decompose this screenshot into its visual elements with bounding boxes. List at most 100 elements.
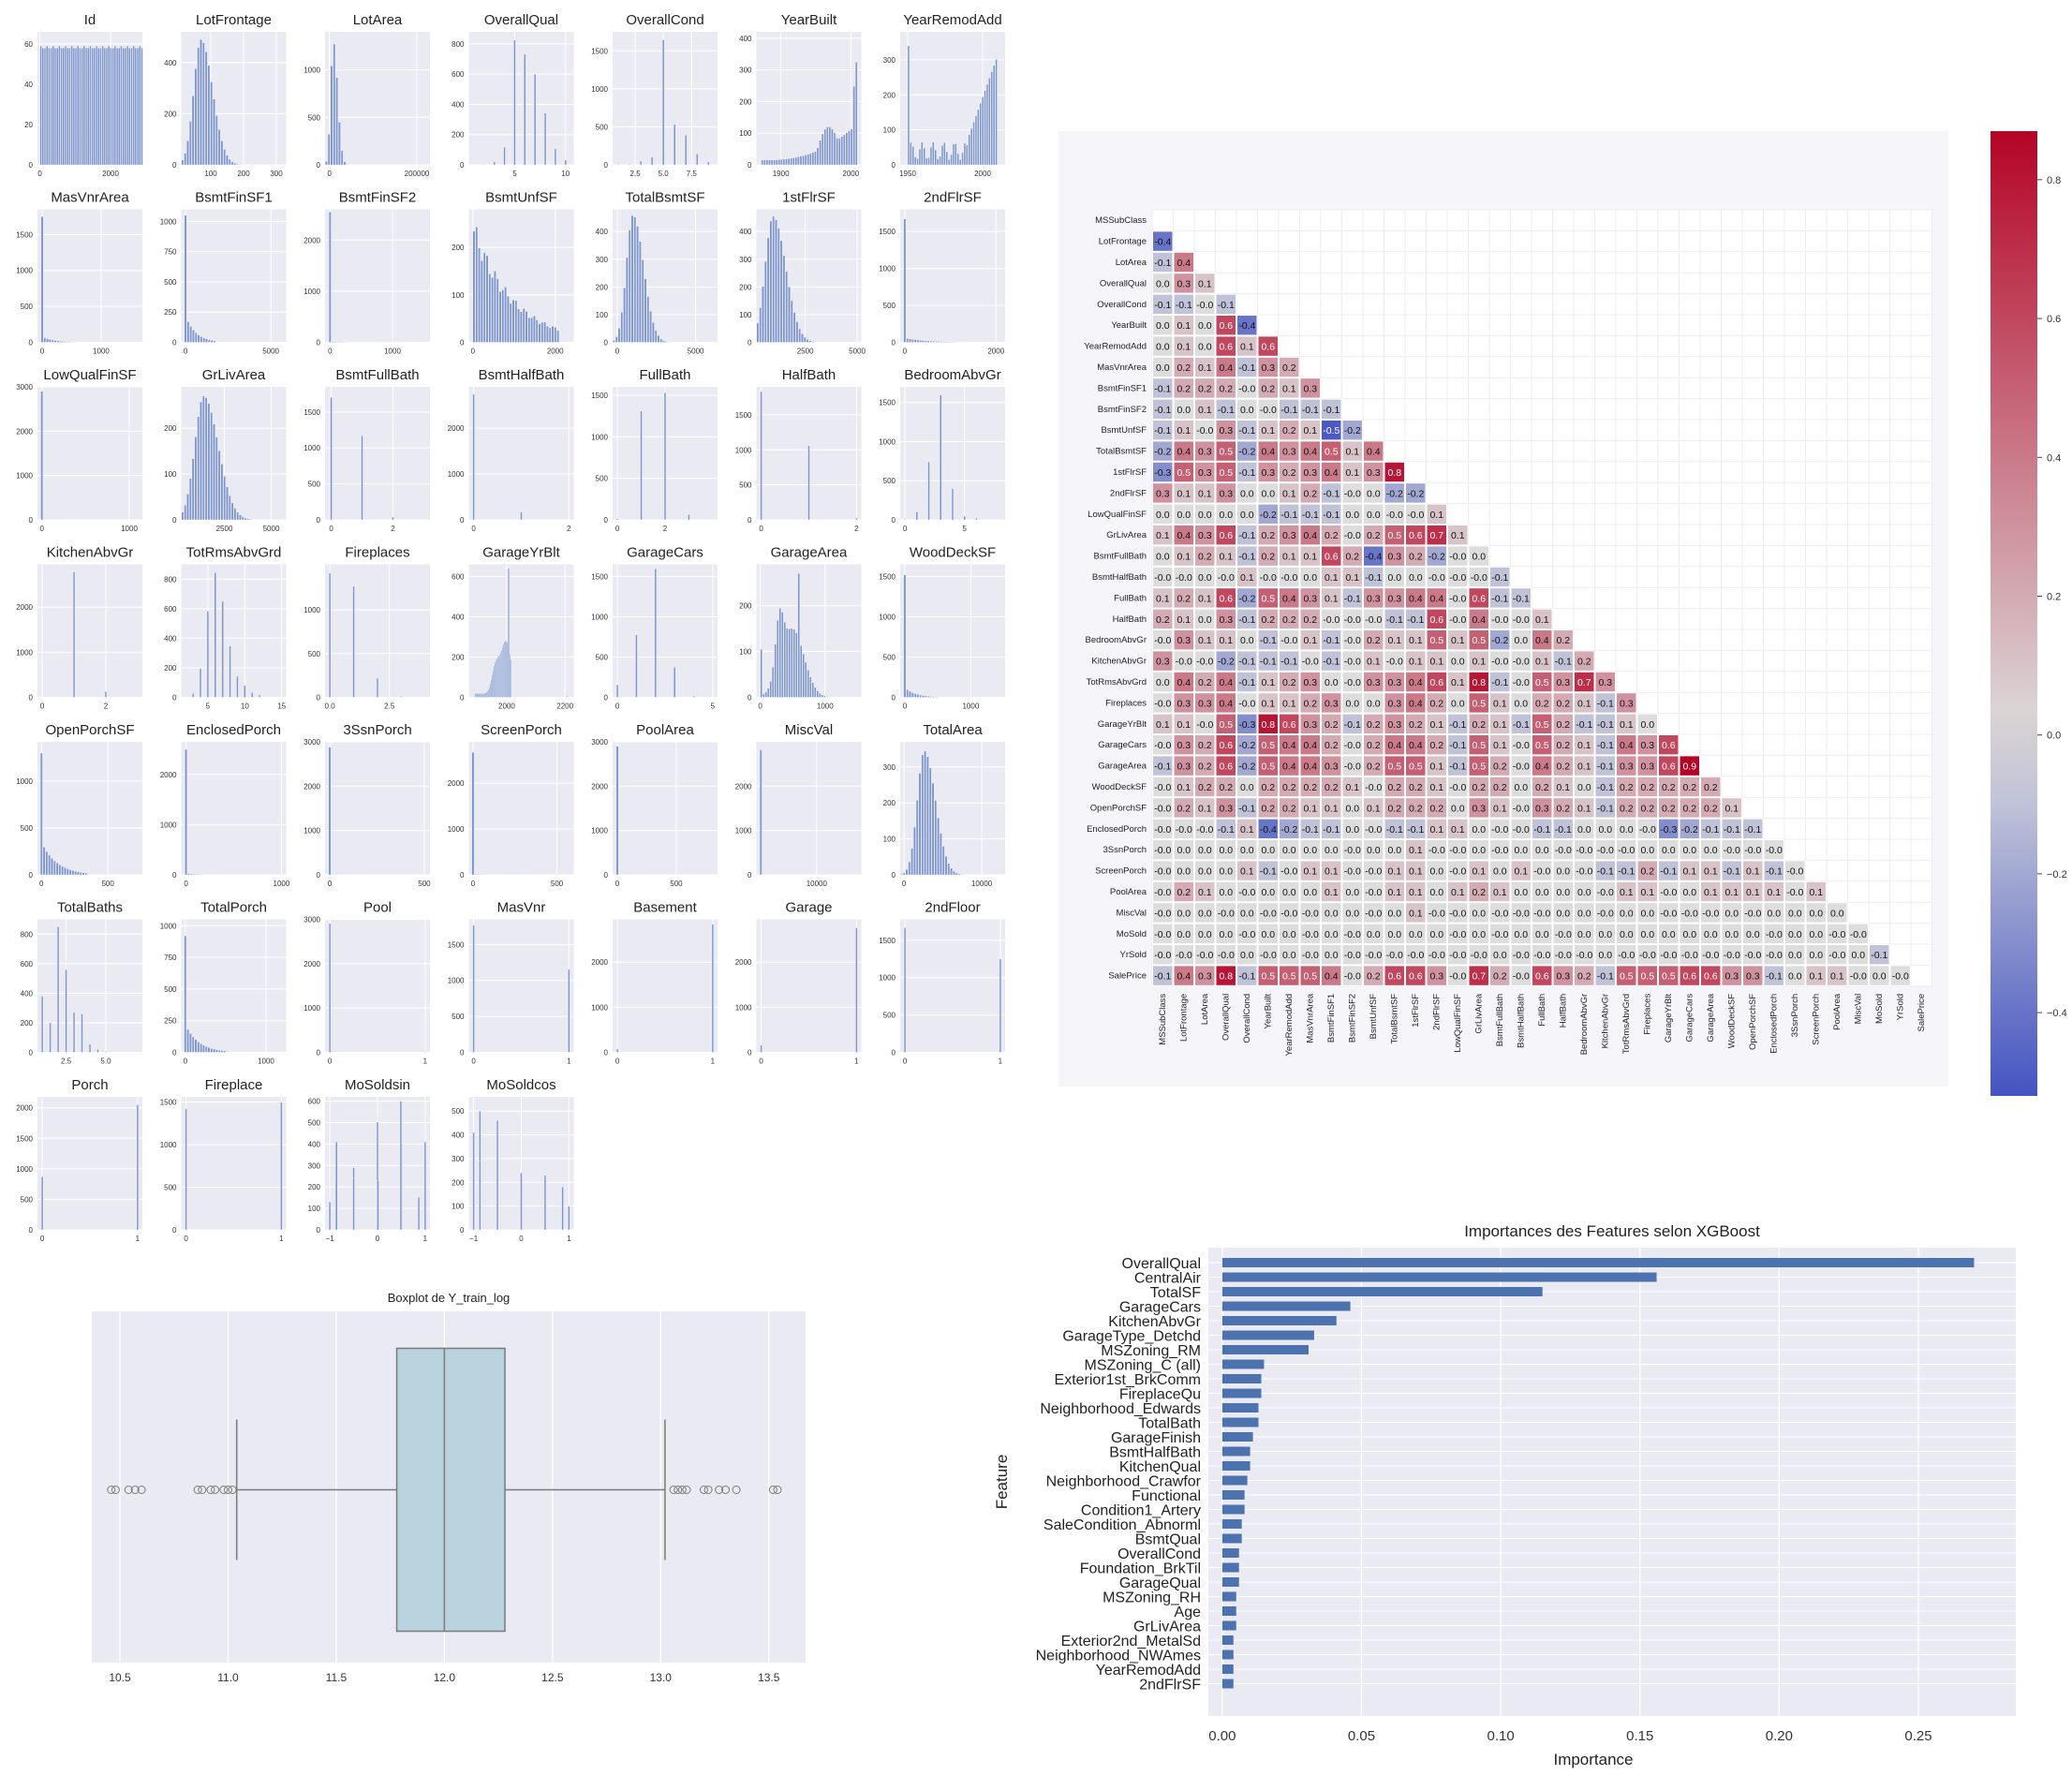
heatmap-cell-label: -0.1	[1513, 719, 1530, 731]
heatmap-col-label: TotalBsmtSF	[1390, 994, 1400, 1044]
y-tick-label: 1000	[879, 437, 895, 446]
hist-bar	[115, 48, 119, 166]
x-tick-label: 2000	[974, 170, 991, 178]
heatmap-cell-label: 0.2	[1261, 782, 1275, 793]
hist-bar	[331, 341, 334, 343]
heatmap-cell	[1489, 650, 1511, 672]
heatmap-cell	[1321, 650, 1342, 672]
heatmap-cell	[1257, 566, 1279, 588]
hist-bar	[214, 572, 216, 698]
importance-bar	[1221, 1577, 1239, 1587]
heatmap-cell-label: 0.1	[1345, 447, 1359, 458]
heatmap-cell-label: -0.0	[1491, 908, 1508, 919]
y-tick-label: 100	[596, 311, 609, 319]
heatmap-cell	[1215, 440, 1236, 462]
y-tick-label: 0	[172, 161, 177, 170]
x-tick-label: 5	[711, 703, 716, 711]
hist-bar	[921, 141, 924, 166]
heatmap-row-label: 2ndFlrSF	[1110, 488, 1147, 498]
hist-bar	[999, 958, 1001, 1053]
colorbar-tick-label: 0.8	[2047, 175, 2061, 186]
heatmap-cell-label: -0.0	[1302, 929, 1319, 940]
heatmap-cell	[1594, 692, 1616, 714]
heatmap-cell-label: 0.2	[1662, 782, 1676, 793]
hist-bar	[662, 39, 665, 166]
hist-plot-area	[756, 209, 862, 343]
hist-bar	[943, 142, 946, 166]
hist-bar	[764, 691, 767, 698]
heatmap-cell	[1532, 734, 1553, 756]
x-tick-label: 5.0	[659, 170, 670, 178]
heatmap-cell	[1257, 818, 1279, 839]
heatmap-cell-label: 0.4	[1219, 698, 1233, 709]
hist-plot-area	[613, 32, 718, 165]
importance-bar	[1221, 1258, 1975, 1267]
hist-bar	[472, 924, 475, 1053]
y-tick-label: 200	[451, 131, 465, 140]
heatmap-cell	[1236, 503, 1258, 525]
heatmap-cell	[1152, 776, 1174, 798]
y-tick-label: 2000	[591, 782, 608, 791]
heatmap-cell	[1236, 818, 1258, 839]
x-tick-label: 0	[184, 348, 188, 356]
y-tick-label: 400	[739, 228, 752, 236]
hist-bar	[77, 45, 80, 166]
hist-bar	[970, 127, 973, 166]
hist-bar	[217, 129, 221, 166]
heatmap-cell	[1321, 503, 1342, 525]
hist-plot-area	[613, 919, 718, 1053]
heatmap-cell-label: 0.1	[1177, 552, 1191, 563]
heatmap-cell-label: -0.1	[1154, 383, 1171, 394]
y-tick-label: 1000	[879, 974, 895, 983]
heatmap-cell	[1552, 671, 1574, 693]
hist-bar	[794, 156, 798, 166]
heatmap-cell-label: 0.2	[1620, 782, 1634, 793]
hist-bar	[392, 516, 394, 521]
heatmap-col-label: HalfBath	[1559, 994, 1569, 1028]
heatmap-cell-label: 0.1	[1325, 803, 1339, 814]
hist-bar	[72, 571, 76, 698]
x-tick-label: 0	[471, 348, 476, 356]
heatmap-col-label: OverallQual	[1221, 994, 1232, 1041]
heatmap-cell-label: -0.0	[1365, 866, 1382, 878]
heatmap-cell	[1426, 692, 1447, 714]
y-tick-label: 0	[604, 871, 609, 880]
heatmap-cell-label: -0.1	[1555, 824, 1572, 836]
heatmap-cell	[1173, 587, 1194, 609]
heatmap-col-label: BsmtFinSF1	[1326, 994, 1337, 1043]
heatmap-cell	[1363, 629, 1384, 651]
heatmap-cell-label: 0.1	[1429, 824, 1443, 836]
heatmap-cell	[1384, 503, 1405, 525]
heatmap-cell	[1489, 671, 1511, 693]
hist-bar	[906, 689, 910, 698]
heatmap-cell	[1173, 776, 1194, 798]
y-tick-label: 200	[596, 283, 609, 291]
heatmap-cell-label: -0.0	[1176, 950, 1192, 961]
hist-bar	[64, 45, 67, 166]
heatmap-cell-label: 0.2	[1177, 887, 1191, 898]
hist-bar	[852, 85, 855, 166]
hist-bar	[926, 340, 930, 343]
heatmap-cell-label: 0.0	[1724, 929, 1739, 940]
colorbar	[1991, 131, 2037, 1096]
heatmap-cell-label: 0.0	[1156, 552, 1170, 563]
heatmap-cell-label: -0.0	[1302, 950, 1319, 961]
heatmap-cell-label: 0.0	[1704, 929, 1718, 940]
hist-bar	[764, 261, 767, 343]
x-tick-label: 0	[759, 1058, 763, 1066]
hist-bar	[972, 122, 975, 166]
hist-title: TotalBsmtSF	[625, 190, 704, 206]
heatmap-cell-label: 0.0	[1156, 362, 1170, 374]
hist-bar	[934, 800, 938, 876]
heatmap-col-label: 1stFlrSF	[1411, 994, 1421, 1028]
hist-bar	[67, 48, 69, 166]
heatmap-row-label: LotArea	[1116, 258, 1147, 268]
heatmap-cell	[1215, 335, 1236, 357]
heatmap-cell-label: 0.2	[1219, 383, 1233, 394]
heatmap-cell-label: 0.4	[1303, 447, 1317, 458]
heatmap-cell-label: 0.4	[1219, 677, 1233, 688]
hist-bar	[617, 328, 621, 343]
heatmap-cell	[1321, 398, 1342, 421]
